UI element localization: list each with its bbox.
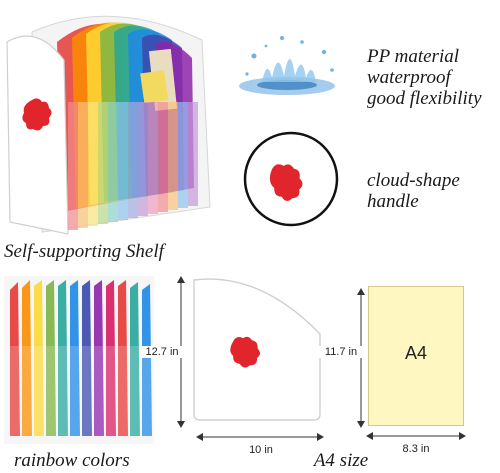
cloud-handle-icon bbox=[242, 130, 340, 228]
waterproof-line-2: waterproof bbox=[367, 67, 451, 88]
a4-caption: A4 size bbox=[313, 450, 369, 471]
handle-line-2: handle bbox=[367, 191, 419, 212]
organizer-height-label: 12.7 in bbox=[140, 346, 184, 358]
rainbow-pleat-strips bbox=[10, 280, 152, 436]
paper-width-label: 8.3 in bbox=[402, 443, 430, 455]
paper-width-arrow bbox=[366, 431, 466, 441]
handle-line-1: cloud-shape bbox=[367, 170, 460, 191]
waterproof-line-1: PP material bbox=[367, 46, 460, 67]
waterproof-text: PP material waterproof good flexibility bbox=[367, 46, 500, 109]
rainbow-pleats-photo bbox=[4, 276, 154, 444]
organizer-main-photo bbox=[2, 2, 217, 242]
water-splash-icon bbox=[232, 30, 342, 105]
a4-paper-label: A4 bbox=[404, 343, 428, 363]
rainbow-caption: rainbow colors bbox=[14, 450, 130, 471]
organizer-width-label: 10 in bbox=[249, 444, 273, 456]
waterproof-line-3: good flexibility bbox=[367, 88, 482, 109]
handle-text: cloud-shape handle bbox=[367, 170, 500, 212]
paper-height-label: 11.7 in bbox=[318, 346, 364, 358]
paper-height-arrow bbox=[356, 288, 366, 428]
shelf-caption: Self-supporting Shelf bbox=[4, 241, 164, 262]
organizer-main-illustration bbox=[6, 15, 211, 235]
organizer-width-arrow bbox=[196, 432, 324, 442]
pleated-front bbox=[68, 102, 198, 230]
handle-cutout bbox=[22, 98, 52, 131]
a4-paper: A4 bbox=[368, 286, 464, 426]
organizer-side-view bbox=[190, 274, 325, 424]
